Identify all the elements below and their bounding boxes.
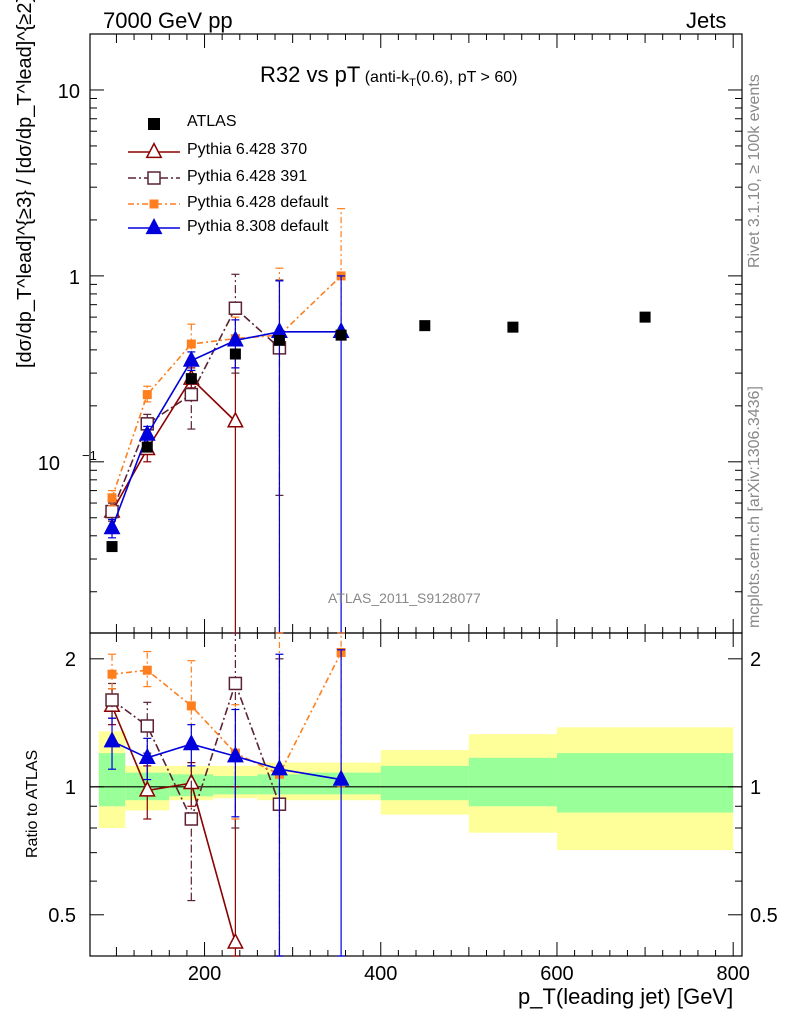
y-tick-label-ratio: 1 [65, 777, 76, 799]
ratio-point [107, 669, 117, 679]
atlas-point [185, 373, 197, 385]
x-tick-label: 600 [540, 963, 573, 985]
watermark: ATLAS_2011_S9128077 [328, 590, 481, 606]
atlas-point [106, 541, 118, 553]
main-point [226, 330, 244, 347]
ratio-point [184, 812, 199, 826]
ratio-point [142, 665, 152, 675]
ratio-point [226, 746, 244, 763]
ratio-point [138, 780, 156, 797]
ratio-point [138, 747, 156, 764]
ratio-line-3 [111, 740, 342, 781]
x-tick-label: 800 [717, 963, 750, 985]
x-tick-label: 400 [364, 963, 397, 985]
main-line-3 [111, 331, 342, 529]
legend-marker-0 [145, 141, 163, 159]
ratio-line-2 [111, 652, 342, 776]
title-detail-prefix: (anti-k [364, 69, 410, 86]
legend-label-p370: Pythia 6.428 370 [187, 141, 308, 158]
y-tick-label-ratio-right: 0.5 [750, 905, 778, 927]
ratio-point [186, 701, 196, 711]
ratio-point [182, 734, 200, 751]
title-detail-sub: T [409, 77, 416, 90]
y-tick-label-ratio-right: 1 [750, 777, 761, 799]
x-tick-label: 200 [188, 963, 221, 985]
ratio-line-0 [111, 705, 237, 943]
legend-marker-atlas [148, 118, 160, 130]
y-tick-label-ratio: 0.5 [48, 905, 76, 927]
main-point [182, 350, 200, 367]
atlas-point [273, 334, 285, 346]
header-left: 7000 GeV pp [103, 8, 233, 33]
y-tick-label-ratio: 2 [65, 649, 76, 671]
legend-marker-2 [149, 199, 159, 209]
y-tick-label-main: 10 [58, 81, 80, 103]
y-tick-label-main: 10 [38, 453, 60, 475]
atlas-point [335, 329, 347, 341]
atlas-point [419, 320, 431, 332]
main-point [107, 493, 117, 503]
legend-marker-1 [147, 171, 161, 185]
rivet-label: Rivet 3.1.10, ≥ 100k events [746, 74, 763, 268]
y-tick-label-main: 1 [69, 267, 80, 289]
legend-label-p391: Pythia 6.428 391 [187, 168, 308, 185]
atlas-point [639, 311, 651, 323]
ratio-band-inner [380, 765, 469, 801]
ratio-point [228, 676, 243, 691]
main-point [142, 390, 152, 400]
main-point [226, 411, 244, 428]
main-point [184, 387, 199, 402]
ratio-point [105, 693, 119, 707]
y-axis-label-text: [dσ/dp_T^lead]^{≥3} / [dσ/dp_T^lead]^{≥2… [14, 0, 36, 368]
atlas-point [507, 321, 519, 333]
ratio-point [270, 759, 288, 776]
y-axis-label-main: [dσ/dp_T^lead]^{≥3} / [dσ/dp_T^lead]^{≥2… [14, 0, 37, 368]
y-axis-label-ratio: Ratio to ATLAS [24, 749, 41, 858]
title-detail-suffix: (0.6), pT > 60) [415, 69, 518, 86]
legend-label-pdef: Pythia 6.428 default [187, 194, 329, 211]
main-point [138, 424, 156, 441]
ratio-band-inner [556, 753, 734, 813]
ratio-point [332, 769, 350, 786]
atlas-point [141, 441, 153, 453]
header-right: Jets [686, 8, 727, 33]
atlas-point [229, 348, 241, 360]
legend-label-p8: Pythia 8.308 default [187, 218, 329, 235]
ratio-point [140, 719, 155, 733]
mcplots-label: mcplots.cern.ch [arXiv:1306.3436] [746, 386, 763, 628]
legend-label-atlas: ATLAS [187, 113, 237, 130]
main-line-2 [111, 275, 342, 499]
main-point [186, 339, 196, 349]
ratio-band-inner [468, 757, 557, 807]
main-line-1 [111, 306, 280, 512]
x-axis-label: p_T(leading jet) [GeV] [518, 984, 734, 1009]
chart-title: R32 vs pT (anti-kT(0.6), pT > 60) [260, 62, 517, 89]
y-tick-label-exp: −1 [82, 448, 97, 463]
ratio-point [226, 932, 244, 949]
title-main: R32 vs pT [260, 62, 361, 87]
y-tick-label-ratio-right: 2 [750, 649, 761, 671]
legend-marker-3 [145, 217, 163, 235]
main-point [103, 518, 121, 535]
main-point [228, 301, 243, 315]
main-line-0 [111, 377, 236, 512]
ratio-point [103, 731, 121, 748]
